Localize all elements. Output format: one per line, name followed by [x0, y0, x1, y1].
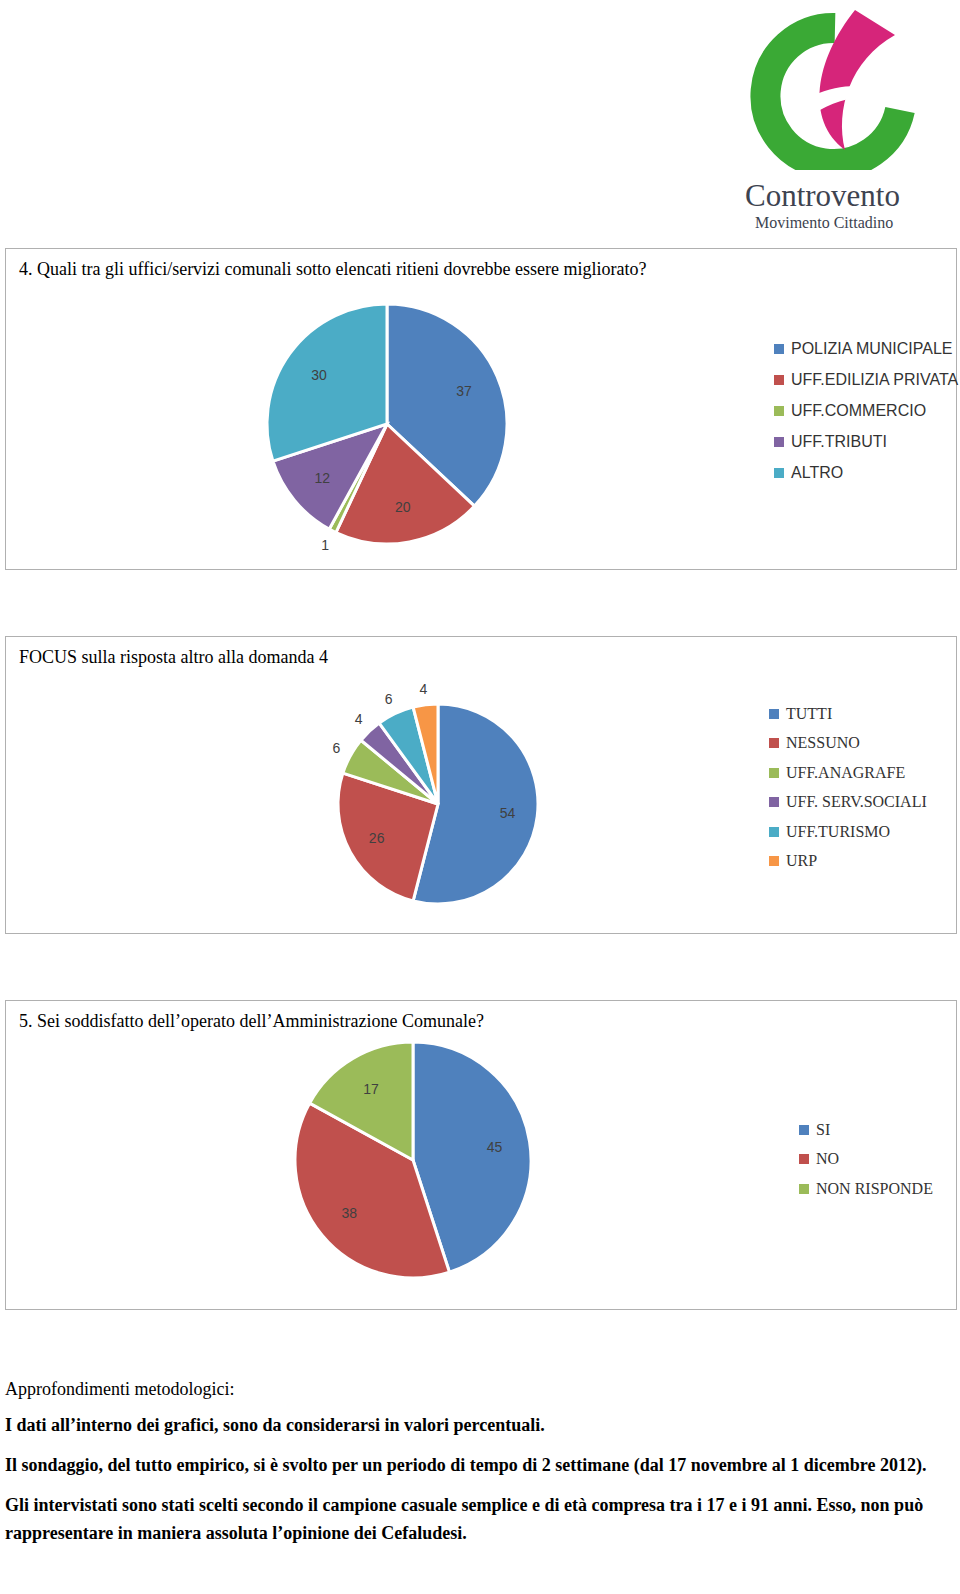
svg-text:54: 54 [500, 805, 516, 821]
html-text:5. Sei soddisfatto dell’operat: 5. Sei soddisfatto dell’operato dell’Amm… [19, 1011, 484, 1031]
html-text:Controvento: Controvento [745, 178, 900, 213]
html-text:UFF.TRIBUTI: UFF.TRIBUTI [791, 432, 887, 450]
html-text:Gli intervistati sono stati sc: Gli intervistati sono stati scelti secon… [5, 1495, 924, 1543]
html-text:I dati all’interno dei grafici: I dati all’interno dei grafici, sono da … [5, 1415, 545, 1435]
html-text:UFF.ANAGRAFE: UFF.ANAGRAFE [786, 763, 906, 781]
html-text:POLIZIA MUNICIPALE: POLIZIA MUNICIPALE [791, 339, 953, 357]
html-text:UFF.COMMERCIO: UFF.COMMERCIO [791, 401, 927, 419]
html-text:NESSUNO: NESSUNO [786, 734, 860, 752]
svg-text:4: 4 [355, 711, 363, 727]
html-text:NON RISPONDE: NON RISPONDE [816, 1179, 933, 1197]
html-text:UFF. SERV.SOCIALI: UFF. SERV.SOCIALI [786, 793, 927, 811]
html-text:FOCUS sulla risposta altro all: FOCUS sulla risposta altro alla domanda … [19, 647, 328, 667]
html-text:TUTTI: TUTTI [786, 704, 833, 722]
html-text:UFF.TURISMO: UFF.TURISMO [786, 822, 891, 840]
html-text:ALTRO: ALTRO [791, 463, 844, 481]
svg-text:1: 1 [321, 537, 329, 553]
html-text:NO: NO [816, 1150, 840, 1168]
svg-text:6: 6 [385, 691, 393, 707]
svg-text:26: 26 [369, 830, 385, 846]
html-text:4. Quali tra gli uffici/serviz: 4. Quali tra gli uffici/servizi comunali… [19, 259, 647, 279]
svg-text:6: 6 [332, 740, 340, 756]
html-text:Movimento Cittadino: Movimento Cittadino [755, 214, 894, 231]
html-text:URP: URP [786, 852, 818, 870]
svg-text:12: 12 [314, 470, 330, 486]
html-text:UFF.EDILIZIA PRIVATA: UFF.EDILIZIA PRIVATA [791, 370, 959, 388]
svg-text:30: 30 [311, 367, 327, 383]
html-text:Il sondaggio, del tutto empiri: Il sondaggio, del tutto empirico, si è s… [5, 1455, 927, 1475]
svg-text:37: 37 [456, 383, 472, 399]
svg-text:20: 20 [395, 499, 411, 515]
svg-text:4: 4 [420, 681, 428, 697]
svg-text:17: 17 [363, 1081, 379, 1097]
svg-text:38: 38 [342, 1205, 358, 1221]
html-text:SI: SI [816, 1120, 831, 1138]
html-text:Approfondimenti metodologici:: Approfondimenti metodologici: [5, 1379, 235, 1399]
svg-text:45: 45 [487, 1139, 503, 1155]
